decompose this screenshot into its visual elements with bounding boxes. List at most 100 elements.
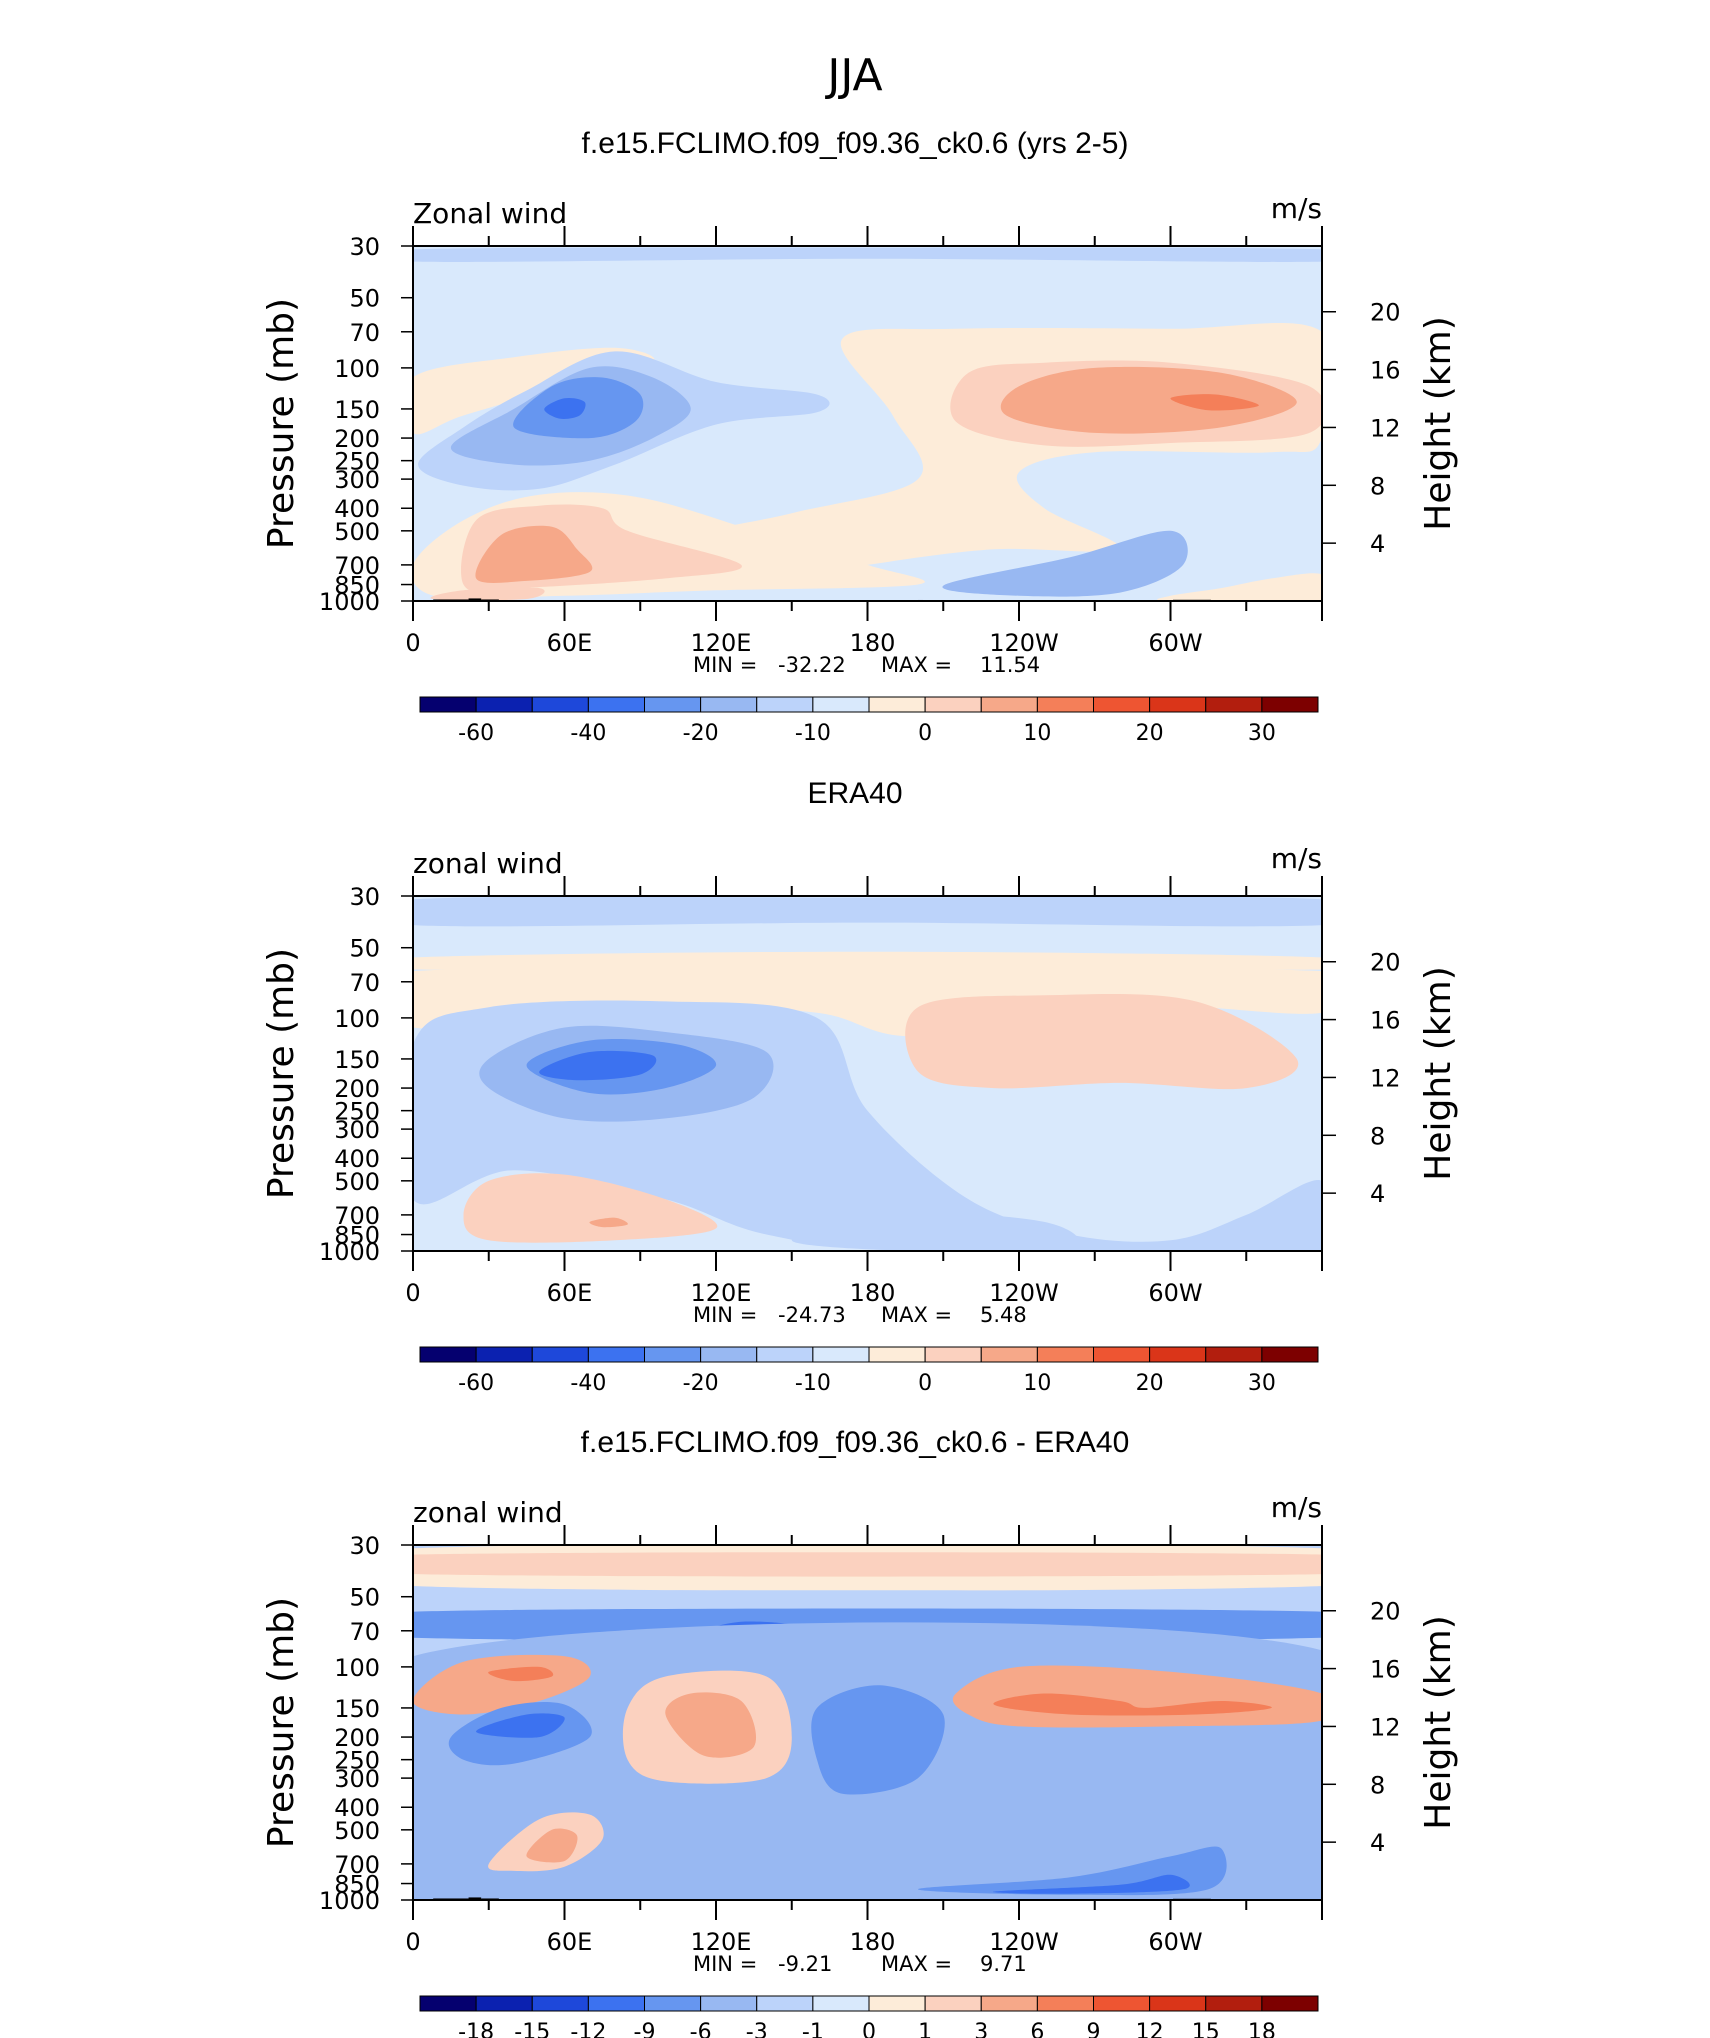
contour-band-top-pos2 — [413, 1552, 1322, 1577]
lon-label: 180 — [850, 629, 896, 657]
contour-field — [413, 246, 1322, 601]
contour-westerly-low-right — [1157, 573, 1322, 601]
colorbar-swatch — [475, 696, 533, 713]
topography-block — [468, 598, 482, 601]
colorbar-swatch — [419, 1346, 477, 1363]
pressure-tick-label: 50 — [349, 935, 380, 963]
colorbar-label: 10 — [1023, 1371, 1051, 1396]
contour-easterly-low-right — [942, 530, 1188, 597]
colorbar-swatch — [1036, 1346, 1094, 1363]
min-label: MIN = — [693, 1952, 757, 1976]
height-tick-label: 20 — [1370, 949, 1401, 977]
colorbar-swatch — [1261, 1346, 1319, 1363]
colorbar-swatch — [1261, 1995, 1319, 2012]
lon-label: 180 — [850, 1279, 896, 1307]
panel-2: ERA4030507010015020025030040050070085010… — [261, 777, 1459, 1396]
min-label: MIN = — [693, 653, 757, 677]
pressure-tick-label: 250 — [334, 1747, 380, 1775]
colorbar-label: -20 — [683, 721, 719, 746]
pressure-tick-label: 400 — [334, 1794, 380, 1822]
colorbar-label: -40 — [570, 1371, 606, 1396]
colorbar-swatch — [812, 1346, 870, 1363]
lon-label: 60E — [547, 629, 593, 657]
colorbar-label: 20 — [1136, 721, 1164, 746]
colorbar-swatch — [924, 1346, 982, 1363]
colorbar-swatch — [700, 1995, 758, 2012]
colorbar-label: -1 — [802, 2020, 824, 2038]
lon-label: 180 — [850, 1928, 896, 1956]
pressure-tick-label: 1000 — [319, 588, 380, 616]
lon-label: 120W — [989, 629, 1059, 657]
colorbar-swatch — [868, 696, 926, 713]
colorbar-swatch — [531, 696, 589, 713]
colorbar-swatch — [531, 1346, 589, 1363]
max-label: MAX = — [881, 1303, 952, 1327]
colorbar-label: 9 — [1087, 2020, 1101, 2038]
colorbar-label: 0 — [918, 1371, 932, 1396]
height-tick-label: 8 — [1370, 1771, 1385, 1799]
pressure-tick-label: 100 — [334, 1654, 380, 1682]
colorbar-label: 15 — [1192, 2020, 1220, 2038]
contour-band-mid-neg — [413, 1590, 1322, 1615]
colorbar-swatch — [1205, 1346, 1263, 1363]
colorbar-label: -9 — [634, 2020, 656, 2038]
pressure-tick-label: 400 — [334, 495, 380, 523]
y-axis-label-left: Pressure (mb) — [261, 948, 302, 1199]
variable-label: Zonal wind — [413, 197, 567, 230]
colorbar-swatch — [644, 696, 702, 713]
pressure-tick-label: 150 — [334, 1695, 380, 1723]
colorbar-label: 12 — [1136, 2020, 1164, 2038]
contour-neg-low-right-core — [992, 1874, 1190, 1894]
topography-block — [468, 1897, 482, 1900]
lon-label: 0 — [405, 629, 420, 657]
colorbar-swatch — [868, 1995, 926, 2012]
pressure-tick-label: 500 — [334, 518, 380, 546]
height-tick-label: 4 — [1370, 1829, 1385, 1857]
colorbar-swatch — [587, 696, 645, 713]
colorbar-swatch — [756, 1346, 814, 1363]
colorbar-swatch — [587, 1346, 645, 1363]
height-tick-label: 16 — [1370, 1007, 1401, 1035]
colorbar-swatch — [924, 1995, 982, 2012]
max-label: MAX = — [881, 1952, 952, 1976]
colorbar-swatch — [1036, 696, 1094, 713]
colorbar: -60 -40 -20 -10 0 10 20 30 — [419, 696, 1319, 746]
colorbar-swatch — [980, 1346, 1038, 1363]
max-value: 5.48 — [980, 1303, 1027, 1327]
contour-westerly-lowlevel — [463, 1173, 718, 1243]
colorbar-swatch — [419, 1995, 477, 2012]
lon-label: 60W — [1148, 629, 1202, 657]
colorbar-label: 18 — [1248, 2020, 1276, 2038]
pressure-tick-label: 700 — [334, 1851, 380, 1879]
colorbar-swatch — [587, 1995, 645, 2012]
lon-label: 120E — [691, 1928, 752, 1956]
colorbar-swatch — [1149, 696, 1207, 713]
pressure-tick-label: 70 — [349, 969, 380, 997]
height-tick-label: 16 — [1370, 357, 1401, 385]
colorbar-label: 0 — [862, 2020, 876, 2038]
colorbar-label: -60 — [458, 721, 494, 746]
lon-label: 60W — [1148, 1928, 1202, 1956]
contour-westerly-surface-left — [430, 587, 545, 601]
colorbar-label: -20 — [683, 1371, 719, 1396]
pressure-tick-label: 200 — [334, 1724, 380, 1752]
contour-westerly-right-p2 — [1000, 366, 1297, 434]
pressure-tick-label: 1000 — [319, 1887, 380, 1915]
units-label: m/s — [1271, 842, 1322, 875]
pressure-tick-label: 850 — [334, 572, 380, 600]
colorbar-swatch — [980, 696, 1038, 713]
lon-label: 120W — [989, 1928, 1059, 1956]
min-label: MIN = — [693, 1303, 757, 1327]
pressure-tick-label: 30 — [349, 883, 380, 911]
height-tick-label: 20 — [1370, 299, 1401, 327]
pressure-tick-label: 100 — [334, 355, 380, 383]
colorbar-swatch — [1036, 1995, 1094, 2012]
pressure-tick-label: 150 — [334, 1046, 380, 1074]
min-value: -9.21 — [778, 1952, 832, 1976]
colorbar-swatch — [1205, 1995, 1263, 2012]
y-axis-label-left: Pressure (mb) — [261, 1597, 302, 1848]
contour-easterly-low-mid — [791, 1213, 1078, 1251]
y-axis-label-left: Pressure (mb) — [261, 298, 302, 549]
colorbar-label: 30 — [1248, 721, 1276, 746]
colorbar-label: -10 — [795, 1371, 831, 1396]
